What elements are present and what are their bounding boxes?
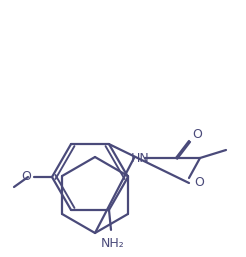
Text: HN: HN [131,151,149,164]
Text: O: O [192,128,202,142]
Text: O: O [194,176,204,188]
Text: NH₂: NH₂ [101,237,125,250]
Text: O: O [21,170,31,183]
